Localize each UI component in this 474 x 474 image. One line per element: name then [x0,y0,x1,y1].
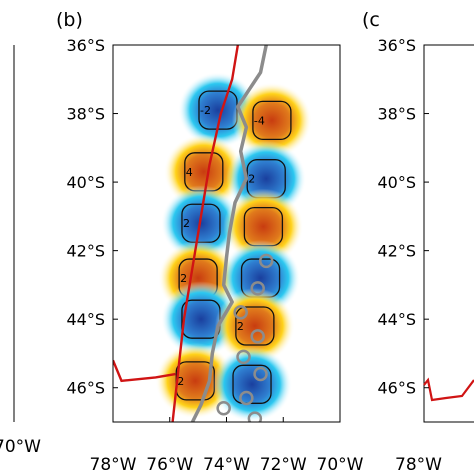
island-1 [258,253,274,269]
trench-line [171,45,240,422]
y-tick-label: 44°S [66,310,105,329]
x-tick-label: 76°W [146,455,193,474]
panel-c-trench-line [423,377,474,402]
island-9 [216,401,231,416]
y-tick-label: 42°S [377,242,416,261]
panel-b-map: -2 -4 4 2 2 2 2 2 [113,45,340,422]
panel-c-x-tick-label: 78°W [395,455,442,474]
panel-b-y-axis: 36°S 38°S 40°S 42°S 44°S 46°S [66,36,118,398]
contour-label: 2 [183,217,190,230]
island-5 [236,349,251,365]
coastline [190,45,268,422]
island-8 [247,411,263,422]
panel-c-y-axis: 36°S 38°S 40°S 42°S 44°S 46°S [377,36,429,398]
panel-a-x-tick-label: 70°W [0,437,41,457]
y-tick-label: 46°S [66,379,105,398]
panel-c-frame [423,44,474,423]
contour-label: -2 [200,104,211,117]
y-tick-label: 38°S [377,105,416,124]
x-tick-label: 78°W [90,455,137,474]
contour-label: -4 [254,114,265,127]
y-tick-label: 44°S [377,310,416,329]
y-tick-label: 40°S [66,173,105,192]
island-6 [253,366,268,382]
anomaly-negative-12 [212,346,293,422]
panel-b-label: (b) [56,9,83,31]
contour-label: 2 [180,272,187,285]
x-tick-label: 72°W [260,455,307,474]
island-7 [239,390,254,406]
y-tick-label: 36°S [377,36,416,55]
y-tick-label: 36°S [66,36,105,55]
panel-b-x-axis: 78°W 76°W 74°W 72°W 70°W [90,417,364,474]
panel-c: (c 36°S 38°S 40°S 42°S 44°S 46°S 78°W [362,9,474,474]
y-tick-label: 46°S [377,379,416,398]
y-tick-label: 38°S [66,105,105,124]
trench-spur-line [113,359,176,383]
y-tick-label: 42°S [66,242,105,261]
island-3 [233,305,248,320]
anomaly-positive-2: -4 [231,82,312,159]
x-tick-label: 70°W [317,455,364,474]
contour-label: 2 [177,375,184,388]
anomaly-positive-10: 2 [214,288,295,365]
contour-label: 4 [186,166,193,179]
x-tick-label: 74°W [203,455,250,474]
panel-c-label: (c [362,9,380,31]
panel-a: 70°W [0,45,41,457]
contour-label: 2 [248,173,255,186]
contour-label: 2 [237,320,244,333]
island-4 [250,329,265,344]
island-2 [250,281,265,296]
y-tick-label: 40°S [377,173,416,192]
